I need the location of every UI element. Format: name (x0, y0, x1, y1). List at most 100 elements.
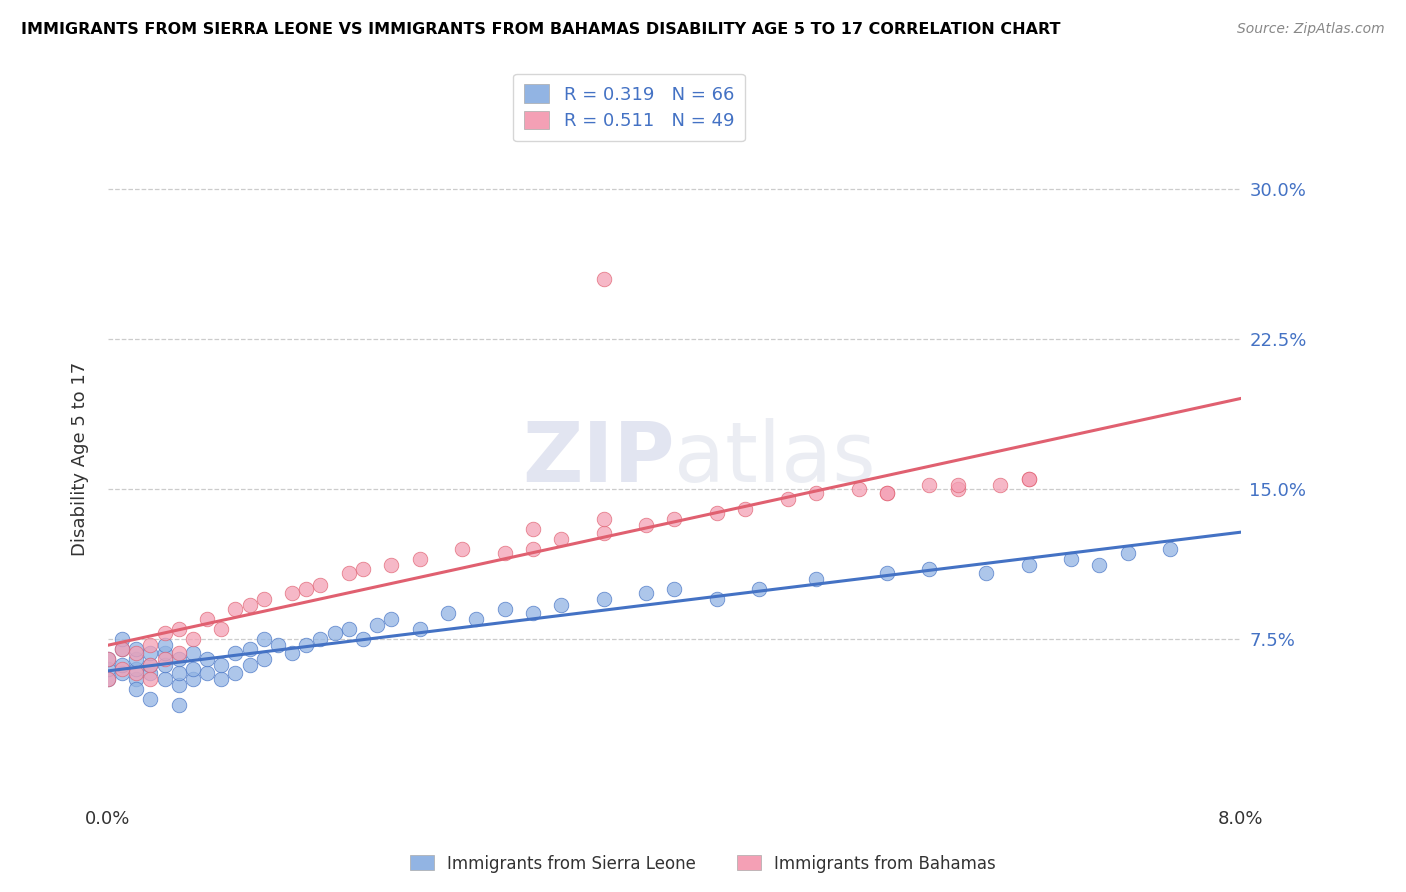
Point (97, 672, 120, 686)
Point (97, 662, 120, 676)
Point (337, 566, 360, 580)
Point (465, 612, 488, 626)
Point (988, 478, 1011, 492)
Point (139, 646, 162, 660)
Point (97, 652, 120, 666)
Point (97, 652, 120, 666)
Point (380, 558, 402, 572)
Point (139, 638, 162, 652)
Point (946, 482, 969, 496)
Point (1088, 558, 1111, 572)
Point (111, 662, 134, 676)
Point (153, 646, 176, 660)
Point (451, 541, 474, 556)
Point (224, 646, 246, 660)
Point (366, 618, 388, 632)
Y-axis label: Disability Age 5 to 17: Disability Age 5 to 17 (72, 362, 89, 556)
Point (748, 582, 770, 596)
Point (636, 586, 658, 600)
Point (253, 591, 276, 606)
Point (167, 698, 190, 712)
Point (125, 662, 148, 676)
Point (1018, 472, 1040, 486)
Point (522, 606, 544, 620)
Point (181, 632, 204, 646)
Point (706, 591, 728, 606)
Point (181, 662, 204, 676)
Point (167, 622, 190, 636)
Point (253, 632, 276, 646)
Point (125, 681, 148, 696)
Legend: R = 0.319   N = 66, R = 0.511   N = 49: R = 0.319 N = 66, R = 0.511 N = 49 (513, 73, 745, 141)
Point (352, 632, 374, 646)
Point (125, 665, 148, 680)
Point (309, 578, 332, 592)
Point (224, 602, 246, 616)
Point (181, 672, 204, 686)
Legend: Immigrants from Sierra Leone, Immigrants from Bahamas: Immigrants from Sierra Leone, Immigrants… (404, 848, 1002, 880)
Point (139, 691, 162, 706)
Point (408, 552, 430, 566)
Point (323, 625, 346, 640)
Point (167, 646, 190, 660)
Point (239, 657, 262, 672)
Point (195, 612, 218, 626)
Point (195, 665, 218, 680)
Point (209, 672, 232, 686)
Point (125, 652, 148, 666)
Point (239, 641, 262, 656)
Point (139, 672, 162, 686)
Point (494, 546, 516, 560)
Point (592, 272, 614, 286)
Point (848, 482, 870, 496)
Point (167, 665, 190, 680)
Point (153, 625, 176, 640)
Point (125, 646, 148, 660)
Text: atlas: atlas (675, 418, 876, 500)
Point (1018, 558, 1040, 572)
Text: Source: ZipAtlas.com: Source: ZipAtlas.com (1237, 22, 1385, 37)
Point (804, 572, 827, 586)
Point (776, 491, 799, 506)
Point (974, 566, 997, 580)
Point (209, 622, 232, 636)
Point (522, 541, 544, 556)
Point (494, 602, 516, 616)
Point (209, 657, 232, 672)
Point (1116, 546, 1139, 560)
Point (167, 652, 190, 666)
Point (550, 598, 572, 612)
Point (295, 638, 318, 652)
Point (153, 652, 176, 666)
Point (167, 678, 190, 692)
Point (139, 657, 162, 672)
Point (337, 622, 360, 636)
Point (111, 641, 134, 656)
Point (111, 641, 134, 656)
Point (1018, 472, 1040, 486)
Point (111, 657, 134, 672)
Point (592, 591, 614, 606)
Point (734, 501, 756, 516)
Point (253, 652, 276, 666)
Point (706, 506, 728, 520)
Point (139, 657, 162, 672)
Point (153, 672, 176, 686)
Point (437, 606, 460, 620)
Point (153, 657, 176, 672)
Point (267, 638, 290, 652)
Text: ZIP: ZIP (522, 418, 675, 500)
Point (153, 638, 176, 652)
Point (111, 665, 134, 680)
Point (139, 665, 162, 680)
Point (111, 632, 134, 646)
Point (522, 522, 544, 536)
Point (125, 672, 148, 686)
Point (918, 562, 941, 576)
Point (224, 665, 246, 680)
Point (876, 486, 898, 500)
Point (550, 532, 572, 546)
Point (281, 586, 304, 600)
Point (195, 652, 218, 666)
Point (1159, 541, 1181, 556)
